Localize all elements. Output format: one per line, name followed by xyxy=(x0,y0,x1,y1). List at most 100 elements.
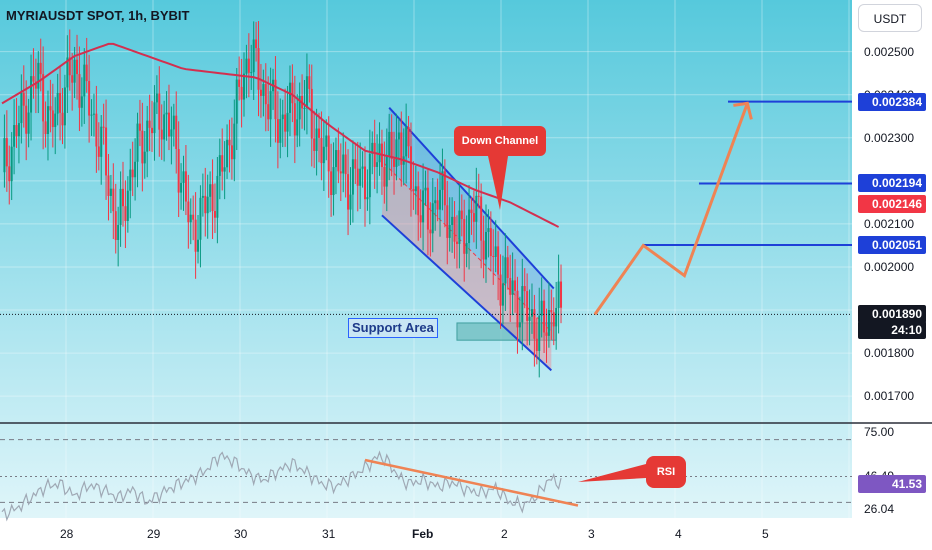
rsi-trendline xyxy=(364,458,579,507)
candle-body xyxy=(371,142,374,154)
candle-body xyxy=(124,206,127,221)
candle-body xyxy=(49,106,52,111)
candle-body xyxy=(92,113,95,115)
price-tick-label: 0.001800 xyxy=(864,346,915,361)
candle-body xyxy=(547,309,550,336)
candle-body xyxy=(368,153,371,198)
time-tick-label: 3 xyxy=(588,527,595,541)
candle-body xyxy=(51,110,54,128)
candle-body xyxy=(240,86,243,100)
candle-body xyxy=(153,102,156,134)
candle-body xyxy=(245,58,248,74)
channel-lower-line xyxy=(381,214,553,372)
candle-body xyxy=(167,112,170,137)
candle-body xyxy=(322,146,325,164)
candle-body xyxy=(458,210,461,244)
candle-body xyxy=(545,332,548,336)
candle-body xyxy=(187,201,190,223)
candle-body xyxy=(243,73,245,100)
candle-body xyxy=(180,182,183,193)
candle-body xyxy=(264,84,267,105)
time-tick-label: 4 xyxy=(675,527,682,541)
candle-body xyxy=(158,93,161,130)
candle-body xyxy=(88,81,91,116)
candle-body xyxy=(518,322,521,328)
candle-body xyxy=(298,95,301,120)
candle-body xyxy=(148,120,151,128)
candle-body xyxy=(136,123,139,162)
candle-body xyxy=(475,195,478,222)
rsi-label: RSI xyxy=(646,456,686,488)
candle-body xyxy=(511,280,514,295)
candle-body xyxy=(291,82,294,104)
candle-body xyxy=(59,92,62,113)
candle-body xyxy=(27,112,30,134)
candle-body xyxy=(34,81,37,89)
candle-body xyxy=(441,171,444,190)
candle-body xyxy=(230,145,233,160)
candle-body xyxy=(376,162,379,167)
candle-body xyxy=(68,57,71,76)
time-tick-label: 31 xyxy=(322,527,336,541)
candle-body xyxy=(451,216,454,225)
candle-body xyxy=(228,139,231,146)
candle-body xyxy=(80,96,83,108)
candle-body xyxy=(339,171,342,174)
candle-body xyxy=(97,146,100,157)
candle-body xyxy=(39,62,42,75)
price-level-tag: 0.002051 xyxy=(858,236,926,255)
candle-body xyxy=(448,224,451,238)
candle-body xyxy=(521,286,524,323)
candle-body xyxy=(129,169,132,191)
candle-body xyxy=(540,300,543,316)
candle-body xyxy=(165,112,168,115)
candle-body xyxy=(37,62,40,89)
candle-body xyxy=(269,91,272,120)
candle-body xyxy=(247,58,250,73)
candle-body xyxy=(172,115,175,130)
price-tick-label: 0.002100 xyxy=(864,216,915,231)
candle-body xyxy=(383,167,386,187)
candle-body xyxy=(455,241,458,244)
candle-body xyxy=(90,114,93,116)
candle-body xyxy=(296,119,299,136)
candle-body xyxy=(361,166,364,169)
candle-body xyxy=(446,205,449,238)
candle-body xyxy=(356,168,359,186)
candle-body xyxy=(535,338,538,351)
candle-body xyxy=(213,211,216,218)
candle-body xyxy=(557,281,560,308)
currency-selector[interactable]: USDT xyxy=(858,4,922,32)
candle-body xyxy=(487,228,490,232)
candle-body xyxy=(492,256,495,258)
candle-body xyxy=(439,189,442,210)
candle-body xyxy=(330,171,333,196)
candle-body xyxy=(550,309,553,313)
candle-body xyxy=(42,74,45,122)
candle-body xyxy=(211,184,214,212)
time-tick-label: 30 xyxy=(234,527,248,541)
candle-body xyxy=(344,154,347,175)
candle-body xyxy=(30,76,33,113)
candle-body xyxy=(523,286,526,292)
time-tick-label: Feb xyxy=(412,527,434,541)
candle-body xyxy=(56,92,59,114)
candle-body xyxy=(373,142,376,167)
candle-body xyxy=(313,138,316,151)
candle-body xyxy=(160,129,163,140)
candle-body xyxy=(337,150,340,172)
candle-body xyxy=(3,138,6,173)
candle-body xyxy=(431,203,434,234)
candle-body xyxy=(332,167,335,196)
candle-body xyxy=(320,137,323,164)
candle-body xyxy=(506,257,509,279)
candle-body xyxy=(422,190,425,223)
rsi-pointer xyxy=(578,464,646,482)
candle-body xyxy=(315,128,318,151)
chart-title: MYRIAUSDT SPOT, 1h, BYBIT xyxy=(6,8,190,23)
candle-body xyxy=(177,149,180,193)
time-tick-label: 29 xyxy=(147,527,161,541)
candle-body xyxy=(552,312,555,327)
